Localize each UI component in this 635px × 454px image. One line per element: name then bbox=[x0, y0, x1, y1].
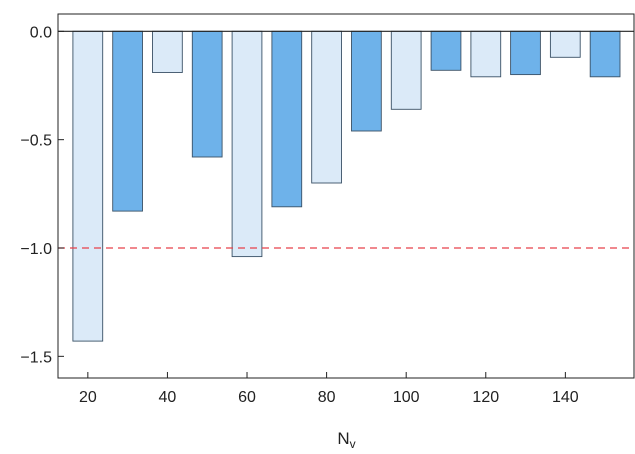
x-axis-label-subscript: v bbox=[350, 437, 356, 451]
bar-70 bbox=[271, 30, 303, 208]
x-axis-label: Nv bbox=[337, 429, 355, 451]
y-tick-label: 0.0 bbox=[30, 24, 52, 41]
x-tick-label: 60 bbox=[238, 389, 256, 406]
x-tick-label: 40 bbox=[159, 389, 177, 406]
x-tick-label: 80 bbox=[318, 389, 336, 406]
bar-20 bbox=[72, 30, 104, 342]
x-tick-label: 140 bbox=[552, 389, 579, 406]
bar-110 bbox=[430, 30, 462, 71]
y-axis: 0.0 −0.5 −1.0 −1.5 bbox=[20, 24, 64, 366]
bar-150 bbox=[589, 30, 621, 78]
bars-group bbox=[72, 30, 621, 342]
y-tick-label: −1.5 bbox=[20, 349, 52, 366]
x-tick-label: 120 bbox=[472, 389, 499, 406]
x-tick-label: 100 bbox=[393, 389, 420, 406]
plot-frame bbox=[57, 13, 635, 379]
bar-80 bbox=[311, 30, 342, 184]
x-axis-label-main: N bbox=[337, 429, 349, 448]
bar-90 bbox=[351, 30, 382, 132]
bar-30 bbox=[112, 30, 143, 212]
y-tick-label: −1.0 bbox=[20, 241, 52, 258]
y-tick-label: −0.5 bbox=[20, 133, 52, 150]
x-axis: 20 40 60 80 100 120 140 bbox=[79, 372, 579, 406]
bar-60 bbox=[231, 30, 263, 258]
x-tick-label: 20 bbox=[79, 389, 97, 406]
bar-50 bbox=[191, 30, 223, 158]
bar-130 bbox=[510, 30, 541, 76]
bar-40 bbox=[152, 30, 183, 73]
bar-100 bbox=[390, 30, 422, 110]
bar-140 bbox=[549, 30, 581, 58]
bar-120 bbox=[470, 30, 502, 78]
